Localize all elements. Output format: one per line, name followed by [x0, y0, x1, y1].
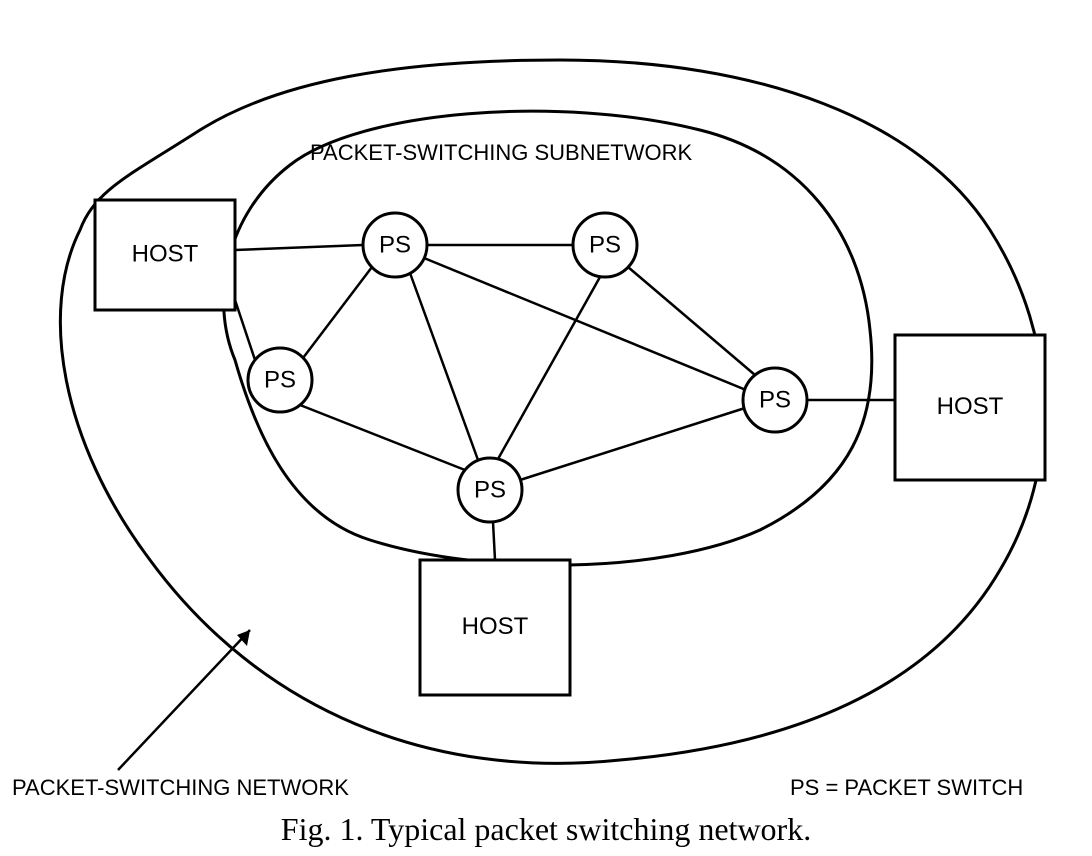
edge-3 [303, 267, 372, 358]
ps_top_left-label: PS [379, 231, 411, 258]
annotation-outer_network: PACKET-SWITCHING NETWORK [12, 775, 349, 800]
edge-8 [498, 277, 600, 459]
edge-0 [235, 245, 363, 250]
arrow-head-icon [237, 630, 250, 646]
figure-caption: Fig. 1. Typical packet switching network… [281, 811, 811, 847]
ps_bottom-label: PS [474, 476, 506, 503]
host_left-label: HOST [132, 240, 199, 267]
subnetwork-boundary [224, 111, 872, 565]
edge-5 [410, 273, 478, 460]
ps_mid_left-label: PS [264, 366, 296, 393]
edge-7 [628, 267, 755, 375]
edge-2 [235, 300, 255, 360]
arrow-line [118, 630, 250, 770]
edge-4 [300, 405, 465, 470]
packet-switching-network-diagram: HOST HOST HOST PS PS PS PS PS PACKET-SWITCHING N… [0, 0, 1092, 856]
edge-6 [424, 258, 746, 390]
host_right-label: HOST [937, 393, 1004, 420]
ps_right-label: PS [759, 386, 791, 413]
ps_top_right-label: PS [589, 231, 621, 258]
edge-9 [520, 408, 745, 480]
annotation-legend: PS = PACKET SWITCH [790, 775, 1023, 800]
annotation-subnetwork: PACKET-SWITCHING SUBNETWORK [310, 140, 692, 165]
edge-11 [493, 522, 495, 560]
host_bottom-label: HOST [462, 613, 529, 640]
